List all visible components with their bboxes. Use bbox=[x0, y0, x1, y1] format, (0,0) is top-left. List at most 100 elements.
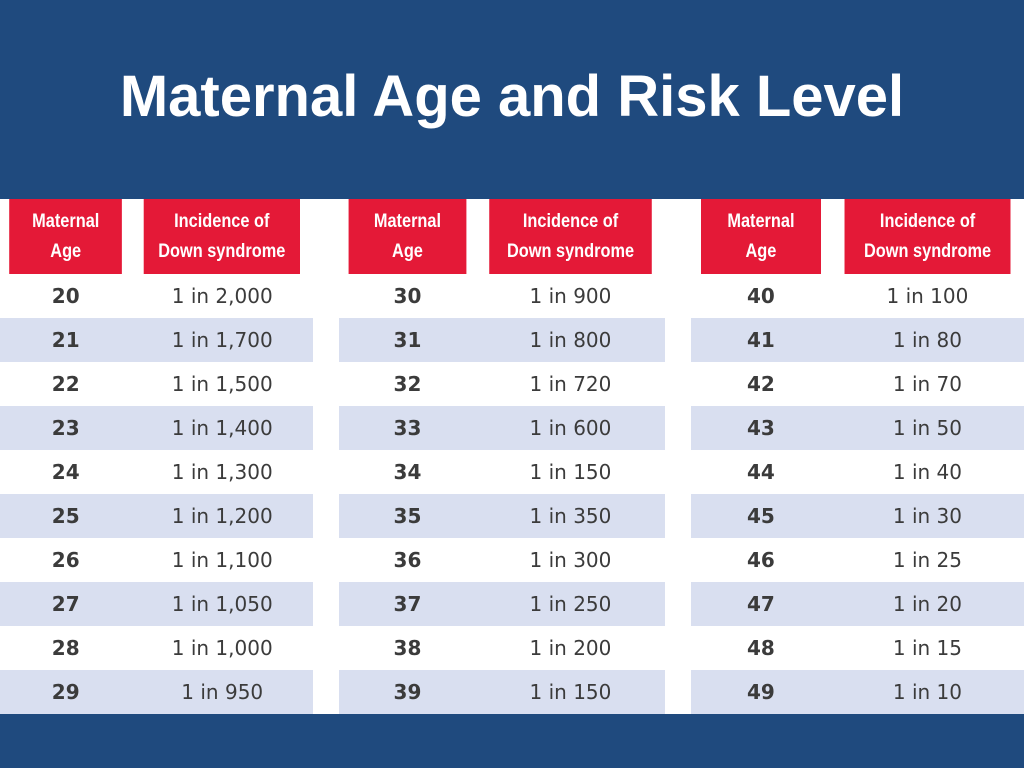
table-row: 36 1 in 300 bbox=[339, 538, 665, 582]
table-row: 39 1 in 150 bbox=[339, 670, 665, 714]
maternal-age-cell: 42 bbox=[691, 362, 831, 406]
maternal-age-cell: 36 bbox=[339, 538, 476, 582]
header-incidence-line2: Down syndrome bbox=[158, 240, 286, 262]
maternal-age-cell: 37 bbox=[339, 582, 476, 626]
incidence-cell: 1 in 350 bbox=[475, 494, 665, 538]
table-row: 30 1 in 900 bbox=[339, 274, 665, 318]
incidence-cell: 1 in 50 bbox=[830, 406, 1024, 450]
table-panel-ages-30-39: Maternal Age Incidence of Down syndrome 30 1 … bbox=[339, 199, 665, 714]
table-row: 21 1 in 1,700 bbox=[0, 318, 313, 362]
incidence-cell: 1 in 800 bbox=[475, 318, 665, 362]
table-row: 26 1 in 1,100 bbox=[0, 538, 313, 582]
table-row: 44 1 in 40 bbox=[691, 450, 1024, 494]
header-incidence-line1: Incidence of bbox=[522, 210, 619, 232]
table-header-row: Maternal Age Incidence of Down syndrome bbox=[691, 199, 1024, 274]
maternal-age-cell: 22 bbox=[0, 362, 132, 406]
header-age-line1: Maternal bbox=[373, 210, 442, 232]
incidence-cell: 1 in 1,500 bbox=[131, 362, 313, 406]
maternal-age-cell: 41 bbox=[691, 318, 831, 362]
table-row: 28 1 in 1,000 bbox=[0, 626, 313, 670]
incidence-cell: 1 in 1,050 bbox=[131, 582, 313, 626]
header-incidence-line1: Incidence of bbox=[174, 210, 270, 232]
maternal-age-cell: 33 bbox=[339, 406, 476, 450]
incidence-cell: 1 in 100 bbox=[830, 274, 1024, 318]
table-row: 49 1 in 10 bbox=[691, 670, 1024, 714]
table-row: 43 1 in 50 bbox=[691, 406, 1024, 450]
header-incidence-line2: Down syndrome bbox=[506, 240, 635, 262]
table-row: 20 1 in 2,000 bbox=[0, 274, 313, 318]
incidence-cell: 1 in 200 bbox=[475, 626, 665, 670]
maternal-age-cell: 29 bbox=[0, 670, 132, 714]
maternal-age-cell: 26 bbox=[0, 538, 132, 582]
header-age-line1: Maternal bbox=[727, 210, 795, 232]
table-row: 31 1 in 800 bbox=[339, 318, 665, 362]
header-maternal-age: Maternal Age bbox=[9, 199, 123, 274]
table-row: 37 1 in 250 bbox=[339, 582, 665, 626]
incidence-cell: 1 in 250 bbox=[475, 582, 665, 626]
maternal-age-cell: 23 bbox=[0, 406, 132, 450]
incidence-cell: 1 in 300 bbox=[475, 538, 665, 582]
table-row: 29 1 in 950 bbox=[0, 670, 313, 714]
header-incidence-line2: Down syndrome bbox=[863, 240, 991, 262]
maternal-age-cell: 34 bbox=[339, 450, 476, 494]
incidence-cell: 1 in 20 bbox=[830, 582, 1024, 626]
risk-table: Maternal Age Incidence of Down syndrome 20 1 … bbox=[0, 199, 313, 714]
maternal-age-cell: 48 bbox=[691, 626, 831, 670]
incidence-cell: 1 in 150 bbox=[475, 450, 665, 494]
incidence-cell: 1 in 70 bbox=[830, 362, 1024, 406]
maternal-age-cell: 24 bbox=[0, 450, 132, 494]
risk-table: Maternal Age Incidence of Down syndrome 40 1 … bbox=[691, 199, 1024, 714]
maternal-age-cell: 45 bbox=[691, 494, 831, 538]
table-row: 23 1 in 1,400 bbox=[0, 406, 313, 450]
maternal-age-cell: 43 bbox=[691, 406, 831, 450]
maternal-age-cell: 38 bbox=[339, 626, 476, 670]
table-row: 25 1 in 1,200 bbox=[0, 494, 313, 538]
table-row: 45 1 in 30 bbox=[691, 494, 1024, 538]
table-row: 48 1 in 15 bbox=[691, 626, 1024, 670]
incidence-cell: 1 in 950 bbox=[131, 670, 313, 714]
maternal-age-cell: 46 bbox=[691, 538, 831, 582]
incidence-cell: 1 in 1,700 bbox=[131, 318, 313, 362]
maternal-age-cell: 47 bbox=[691, 582, 831, 626]
table-header-row: Maternal Age Incidence of Down syndrome bbox=[0, 199, 313, 274]
incidence-cell: 1 in 900 bbox=[475, 274, 665, 318]
table-row: 34 1 in 150 bbox=[339, 450, 665, 494]
table-row: 38 1 in 200 bbox=[339, 626, 665, 670]
incidence-cell: 1 in 15 bbox=[830, 626, 1024, 670]
header-age-line2: Age bbox=[392, 240, 423, 262]
maternal-age-cell: 39 bbox=[339, 670, 476, 714]
incidence-cell: 1 in 40 bbox=[830, 450, 1024, 494]
header-age-line2: Age bbox=[745, 240, 777, 262]
table-row: 24 1 in 1,300 bbox=[0, 450, 313, 494]
header-incidence-line1: Incidence of bbox=[879, 210, 976, 232]
header-age-line2: Age bbox=[50, 240, 82, 262]
table-row: 35 1 in 350 bbox=[339, 494, 665, 538]
incidence-cell: 1 in 1,400 bbox=[131, 406, 313, 450]
maternal-age-cell: 21 bbox=[0, 318, 132, 362]
maternal-age-cell: 31 bbox=[339, 318, 476, 362]
table-panel-ages-40-49: Maternal Age Incidence of Down syndrome 40 1 … bbox=[691, 199, 1024, 714]
maternal-age-cell: 20 bbox=[0, 274, 132, 318]
table-row: 22 1 in 1,500 bbox=[0, 362, 313, 406]
incidence-cell: 1 in 1,000 bbox=[131, 626, 313, 670]
incidence-cell: 1 in 1,100 bbox=[131, 538, 313, 582]
maternal-age-cell: 28 bbox=[0, 626, 132, 670]
incidence-cell: 1 in 150 bbox=[475, 670, 665, 714]
slide-title: Maternal Age and Risk Level bbox=[119, 64, 905, 129]
maternal-age-cell: 49 bbox=[691, 670, 831, 714]
header-maternal-age: Maternal Age bbox=[348, 199, 467, 274]
table-row: 33 1 in 600 bbox=[339, 406, 665, 450]
maternal-age-cell: 25 bbox=[0, 494, 132, 538]
table-header-row: Maternal Age Incidence of Down syndrome bbox=[339, 199, 665, 274]
header-age-line1: Maternal bbox=[32, 210, 100, 232]
maternal-age-cell: 40 bbox=[691, 274, 831, 318]
incidence-cell: 1 in 2,000 bbox=[131, 274, 313, 318]
risk-table: Maternal Age Incidence of Down syndrome 30 1 … bbox=[339, 199, 665, 714]
table-row: 47 1 in 20 bbox=[691, 582, 1024, 626]
header-incidence: Incidence of Down syndrome bbox=[489, 199, 652, 274]
maternal-age-cell: 44 bbox=[691, 450, 831, 494]
maternal-age-cell: 30 bbox=[339, 274, 476, 318]
table-row: 27 1 in 1,050 bbox=[0, 582, 313, 626]
table-row: 32 1 in 720 bbox=[339, 362, 665, 406]
header-incidence: Incidence of Down syndrome bbox=[144, 199, 301, 274]
